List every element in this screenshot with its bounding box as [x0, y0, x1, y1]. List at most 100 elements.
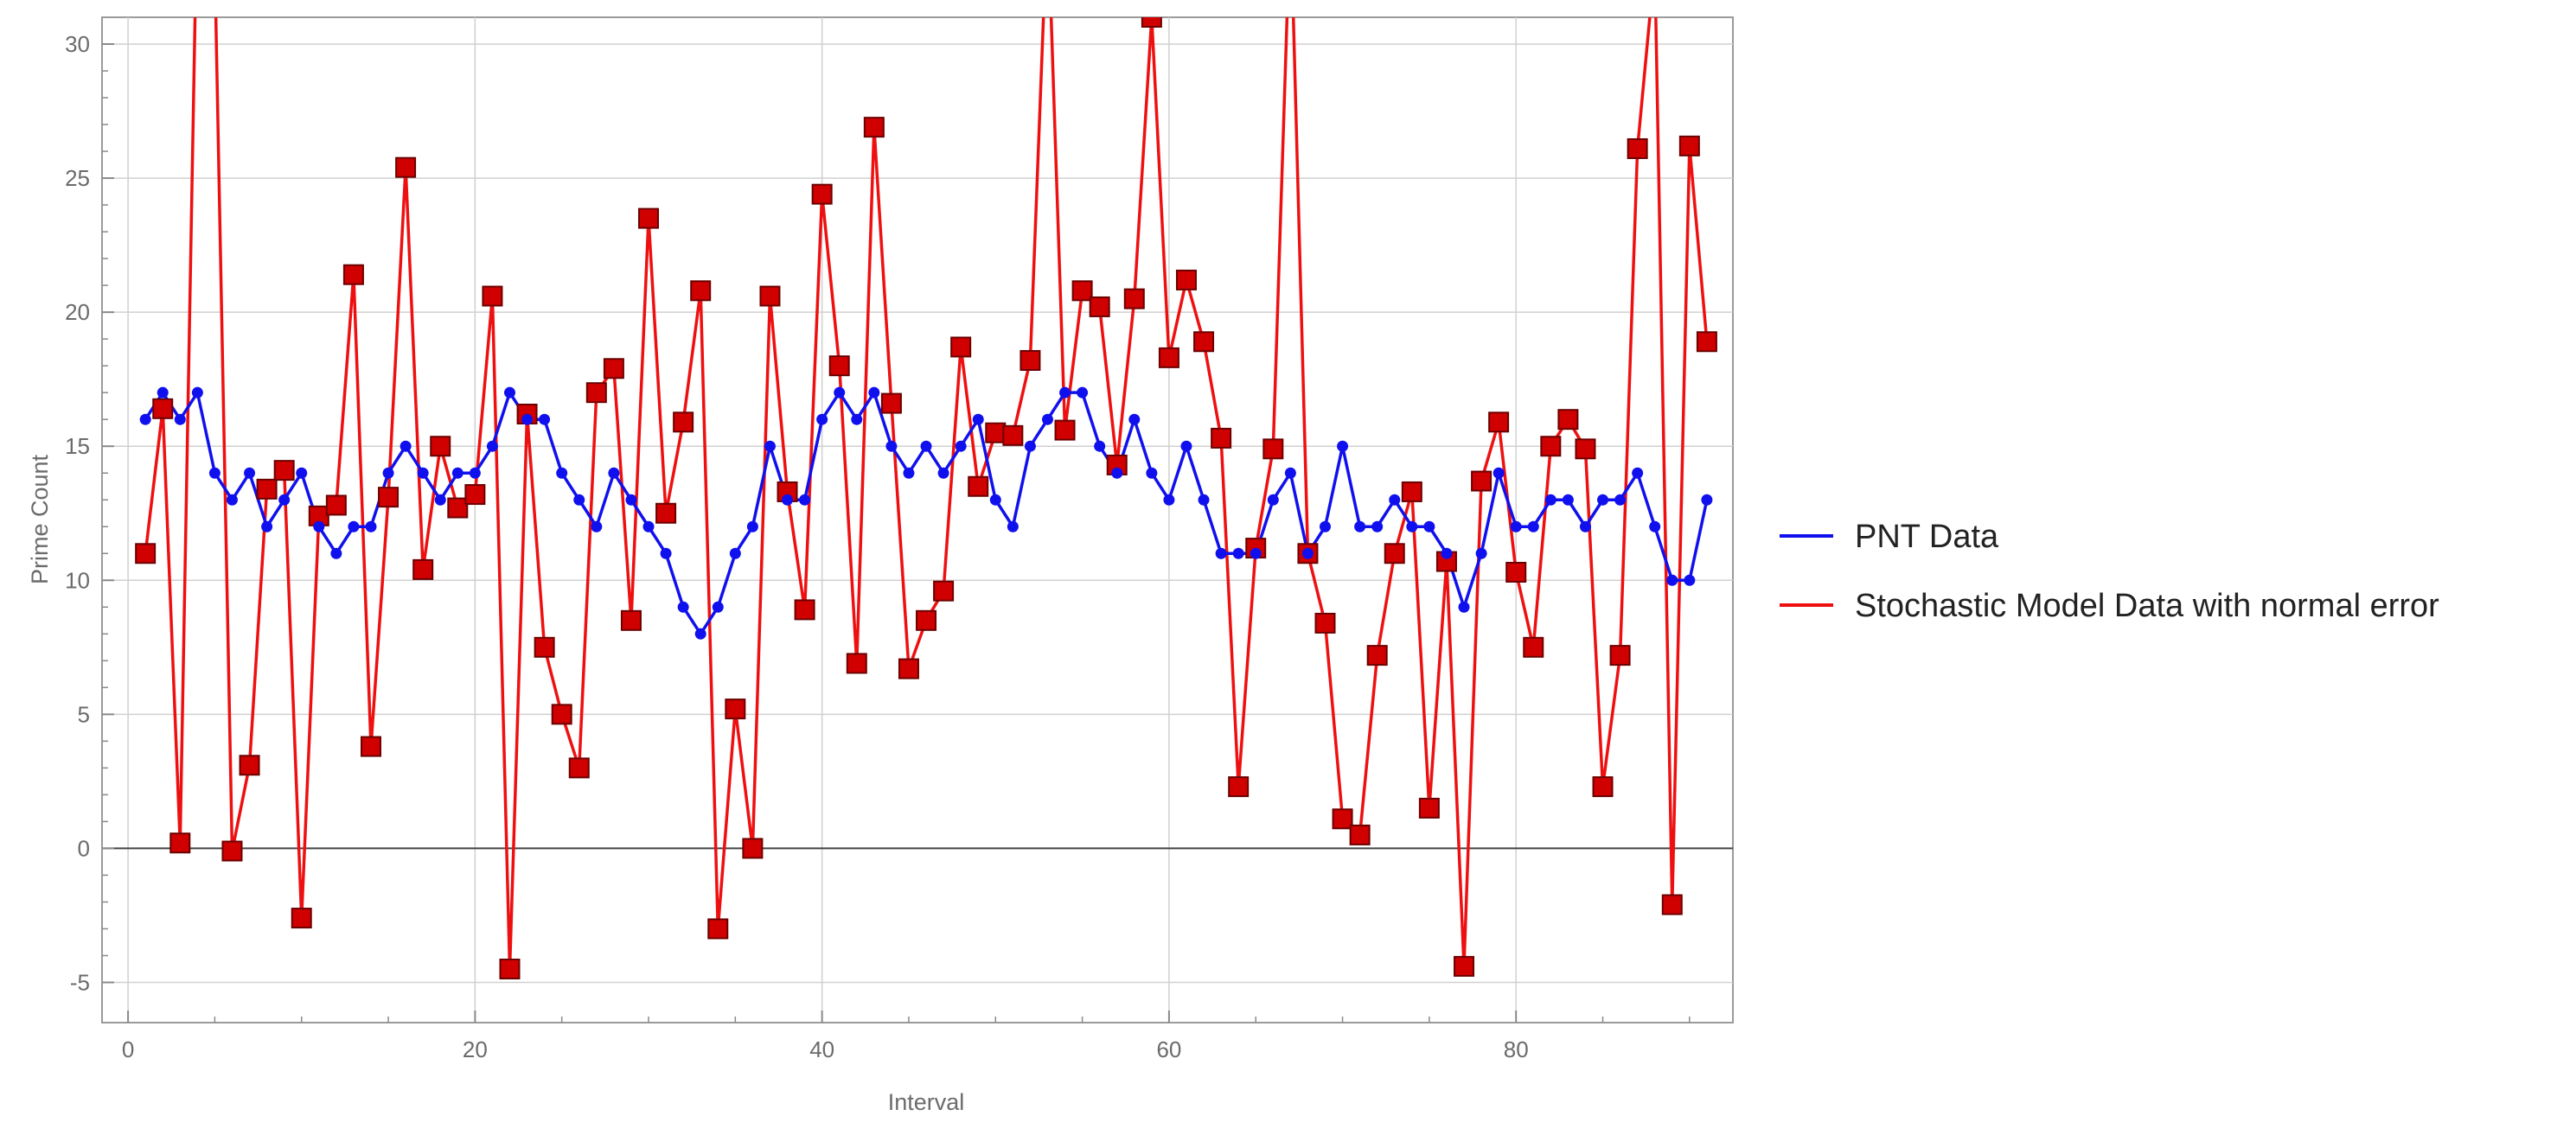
data-point	[1094, 440, 1106, 452]
data-point	[1544, 494, 1556, 506]
data-point	[378, 487, 400, 508]
data-point	[1002, 424, 1024, 446]
data-point	[226, 494, 238, 506]
data-point	[1684, 574, 1696, 586]
data-point	[469, 467, 481, 479]
data-point	[759, 285, 781, 307]
data-point	[521, 413, 534, 425]
data-point	[903, 467, 915, 479]
data-point	[1627, 137, 1648, 159]
data-point	[261, 520, 273, 532]
data-point	[729, 547, 741, 559]
data-point	[707, 918, 729, 940]
data-point	[985, 422, 1007, 443]
data-point	[1284, 467, 1296, 479]
data-point	[690, 280, 712, 302]
data-point	[1267, 494, 1279, 506]
data-point	[1349, 824, 1371, 845]
data-point	[694, 628, 706, 640]
data-point	[191, 386, 203, 399]
y-axis-label: Prime Count	[27, 454, 53, 584]
data-point	[608, 467, 620, 479]
data-point	[898, 658, 919, 679]
data-point	[174, 413, 186, 425]
y-tick-label: 30	[65, 31, 90, 57]
data-point	[1007, 520, 1019, 532]
data-point	[573, 494, 585, 506]
data-point	[382, 467, 394, 479]
data-point	[1510, 520, 1522, 532]
data-point	[655, 502, 677, 524]
data-point	[273, 460, 295, 481]
data-point	[430, 436, 451, 457]
data-point	[360, 736, 381, 757]
legend-label: Stochastic Model Data with normal error	[1855, 588, 2439, 624]
data-point	[725, 698, 746, 720]
data-point	[139, 413, 151, 425]
data-point	[1423, 520, 1435, 532]
data-point	[746, 520, 758, 532]
data-point	[1163, 494, 1175, 506]
data-point	[504, 386, 515, 399]
data-point	[933, 580, 955, 602]
data-point	[464, 484, 486, 506]
data-point	[1128, 413, 1141, 425]
data-point	[1228, 776, 1250, 798]
data-point	[1146, 467, 1158, 479]
data-point	[1701, 494, 1713, 506]
data-point	[782, 494, 794, 506]
data-point	[486, 440, 498, 452]
data-point	[989, 494, 1001, 506]
y-tick-label: 20	[65, 299, 90, 325]
data-point	[244, 467, 256, 479]
data-point	[291, 908, 312, 929]
data-point	[972, 413, 984, 425]
y-tick-label: 15	[65, 433, 90, 459]
data-point	[603, 358, 624, 379]
data-point	[1041, 413, 1053, 425]
data-point	[348, 520, 360, 532]
data-point	[1540, 436, 1562, 457]
y-axis-ticks: -5 0 5 10 15 20 25 30	[65, 31, 114, 995]
data-point	[221, 840, 243, 862]
data-point	[1301, 547, 1314, 559]
data-point	[1696, 331, 1717, 353]
data-point	[1614, 494, 1627, 506]
data-point	[868, 386, 880, 399]
data-point	[968, 475, 989, 497]
data-point	[863, 117, 885, 138]
data-point	[412, 558, 434, 580]
data-point	[846, 653, 867, 674]
data-point	[1366, 645, 1388, 666]
data-point	[1592, 776, 1614, 798]
data-point	[1332, 808, 1353, 830]
data-point	[1193, 331, 1215, 353]
data-point	[1059, 386, 1071, 399]
x-axis-ticks: 0 20 40 60 80	[122, 1011, 1691, 1062]
data-point	[1458, 601, 1470, 613]
data-point	[816, 413, 828, 425]
data-point	[1471, 470, 1493, 492]
legend: PNT Data Stochastic Model Data with norma…	[1780, 519, 2439, 624]
data-point	[585, 382, 607, 404]
data-point	[625, 494, 637, 506]
series-markers	[135, 17, 1717, 979]
data-point	[1649, 520, 1661, 532]
data-point	[157, 386, 169, 399]
data-point	[1666, 574, 1678, 586]
data-point	[764, 440, 776, 452]
data-point	[256, 478, 278, 500]
data-point	[1354, 520, 1366, 532]
data-point	[534, 636, 555, 658]
data-point	[1575, 438, 1596, 460]
y-tick-label: 10	[65, 567, 90, 593]
data-point	[556, 467, 568, 479]
data-point	[1089, 296, 1110, 317]
data-point	[673, 411, 694, 433]
data-point	[417, 467, 429, 479]
data-point	[1505, 561, 1527, 583]
data-point	[828, 355, 850, 377]
data-point	[135, 543, 157, 564]
data-point	[1493, 467, 1505, 479]
data-point	[811, 183, 833, 205]
